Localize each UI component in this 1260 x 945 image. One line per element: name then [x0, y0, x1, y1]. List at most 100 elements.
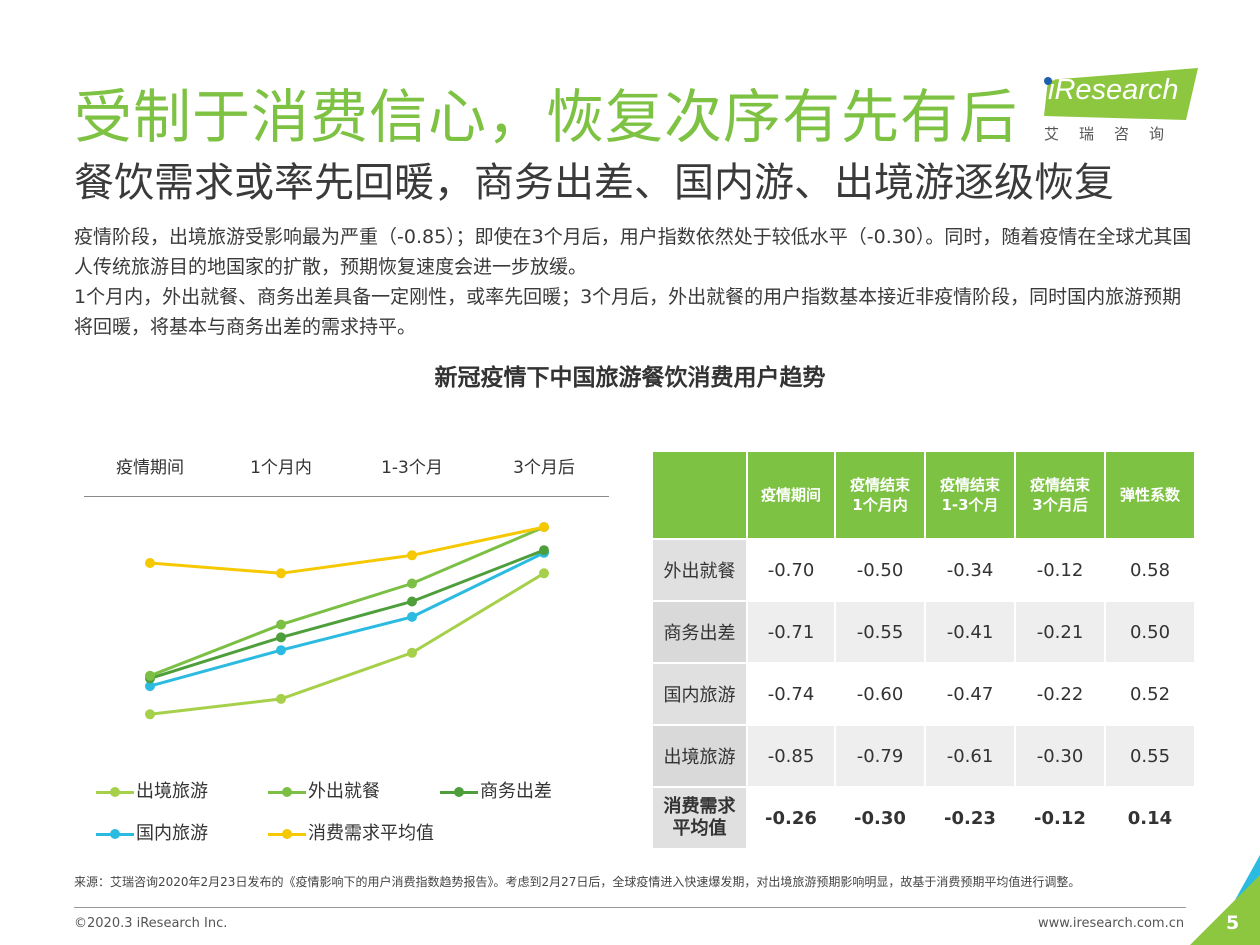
phase-label: 3个月后 — [513, 458, 575, 478]
table-row: 国内旅游 -0.74 -0.60 -0.47 -0.22 0.52 — [653, 664, 1194, 724]
page-number: 5 — [1226, 912, 1240, 934]
source-note: 来源：艾瑞咨询2020年2月23日发布的《疫情影响下的用户消费指数趋势报告》。考… — [74, 875, 1081, 889]
table-row: 出境旅游 -0.85 -0.79 -0.61 -0.30 0.55 — [653, 726, 1194, 786]
legend-label: 商务出差 — [480, 781, 552, 802]
copyright: ©2020.3 iResearch Inc. — [74, 916, 228, 931]
data-point — [276, 645, 286, 656]
legend-label: 外出就餐 — [308, 781, 380, 802]
data-point — [276, 568, 286, 579]
data-point — [276, 693, 286, 704]
series-line — [149, 548, 545, 680]
logo-band — [1044, 68, 1198, 120]
table-header-text: 疫情结束 3个月后 — [1029, 476, 1090, 514]
table-cell: -0.30 — [1016, 726, 1104, 786]
table-row: 商务出差 -0.71 -0.55 -0.41 -0.21 0.50 — [653, 602, 1194, 662]
data-point — [407, 596, 417, 607]
phase-label: 1个月内 — [250, 458, 312, 478]
legend-swatch — [440, 787, 478, 797]
table-cell: -0.61 — [926, 726, 1014, 786]
phase-label: 疫情期间 — [116, 458, 184, 478]
data-point — [407, 611, 417, 622]
table-cell: -0.85 — [748, 726, 834, 786]
series-外出就餐 — [145, 522, 549, 681]
row-label: 出境旅游 — [653, 726, 746, 786]
data-point — [539, 545, 549, 556]
legend-label: 出境旅游 — [136, 781, 208, 802]
table-cell: -0.55 — [836, 602, 924, 662]
table-cell: -0.60 — [856, 683, 904, 705]
line-chart — [145, 522, 549, 720]
phase-label: 1-3个月 — [381, 458, 443, 478]
table-cell: -0.30 — [854, 807, 906, 829]
table-cell: -0.47 — [946, 683, 994, 705]
row-label: 国内旅游 — [653, 664, 746, 724]
table-corner — [653, 452, 746, 538]
data-point — [145, 681, 155, 692]
footer-divider — [74, 907, 1186, 908]
table-row: 消费需求 平均值 -0.26 -0.30 -0.23 -0.12 0.14 — [653, 788, 1194, 848]
index-table: 疫情期间 疫情结束 1个月内 疫情结束 1-3个月 疫情结束 3个月后 弹性系数… — [651, 450, 1196, 850]
table-header: 疫情期间 — [748, 452, 834, 538]
row-label-text: 消费需求 平均值 — [663, 796, 736, 839]
iresearch-logo: iResearch 艾瑞咨询 — [1040, 66, 1200, 146]
table-cell: 0.14 — [1127, 807, 1173, 829]
table-cell: -0.21 — [1016, 602, 1104, 662]
table-cell: -0.22 — [1036, 683, 1084, 705]
data-point — [539, 522, 549, 533]
logo-text: iResearch — [1048, 74, 1179, 106]
data-point — [276, 619, 286, 630]
row-label: 外出就餐 — [653, 540, 746, 600]
legend-swatch — [268, 787, 306, 797]
paragraph-1: 疫情阶段，出境旅游受影响最为严重（-0.85）；即使在3个月后，用户指数依然处于… — [74, 226, 1192, 278]
logo-dot — [1044, 77, 1052, 85]
legend-label: 国内旅游 — [136, 823, 208, 844]
data-point — [539, 568, 549, 579]
data-point — [407, 550, 417, 561]
series-消费需求平均值 — [145, 522, 549, 579]
table-cell: 0.55 — [1106, 726, 1194, 786]
table-cell: 0.52 — [1129, 683, 1171, 705]
series-line — [149, 572, 545, 716]
website-link[interactable]: www.iresearch.com.cn — [1038, 916, 1185, 931]
table-cell: -0.12 — [1036, 559, 1084, 581]
table-header: 疫情结束 3个月后 — [1016, 452, 1104, 538]
series-line — [149, 551, 545, 688]
data-point — [145, 670, 155, 681]
series-line — [149, 525, 545, 678]
table-row: 外出就餐 -0.70 -0.50 -0.34 -0.12 0.58 — [653, 540, 1194, 600]
table-cell: -0.41 — [926, 602, 1014, 662]
table-header-text: 疫情结束 1个月内 — [849, 476, 910, 514]
series-line — [149, 525, 545, 575]
table-cell: -0.79 — [836, 726, 924, 786]
data-point — [407, 647, 417, 658]
page-subtitle: 餐饮需求或率先回暖，商务出差、国内游、出境游逐级恢复 — [74, 160, 1114, 206]
legend-swatch — [96, 829, 134, 839]
table-cell: -0.71 — [748, 602, 834, 662]
table-cell: -0.26 — [765, 807, 817, 829]
table-header-text: 疫情结束 1-3个月 — [939, 476, 1000, 514]
data-point — [276, 632, 286, 643]
series-出境旅游 — [145, 568, 549, 720]
row-label: 商务出差 — [653, 602, 746, 662]
legend-swatch — [96, 787, 134, 797]
table-cell: -0.12 — [1034, 807, 1086, 829]
data-point — [145, 558, 155, 568]
corner-decoration — [1190, 855, 1260, 945]
phase-axis: 疫情期间 1个月内 1-3个月 3个月后 — [84, 456, 609, 497]
table-header: 弹性系数 — [1106, 452, 1194, 538]
table-cell: 0.58 — [1129, 559, 1171, 581]
data-point — [145, 709, 155, 720]
chart-title: 新冠疫情下中国旅游餐饮消费用户趋势 — [434, 365, 826, 391]
table-cell: -0.34 — [946, 559, 994, 581]
table-cell: -0.23 — [944, 807, 996, 829]
paragraph-2: 1个月内，外出就餐、商务出差具备一定刚性，或率先回暖；3个月后，外出就餐的用户指… — [74, 286, 1182, 338]
data-point — [407, 578, 417, 589]
logo-chinese-name: 艾瑞咨询 — [1044, 125, 1185, 143]
legend-swatch — [268, 829, 306, 839]
table-cell: -0.50 — [856, 559, 904, 581]
table-header: 疫情结束 1个月内 — [836, 452, 924, 538]
table-header-row: 疫情期间 疫情结束 1个月内 疫情结束 1-3个月 疫情结束 3个月后 弹性系数 — [653, 452, 1194, 538]
table-cell: -0.74 — [767, 683, 815, 705]
page-title: 受制于消费信心，恢复次序有先有后 — [74, 83, 1019, 151]
table-cell: -0.70 — [767, 559, 815, 581]
